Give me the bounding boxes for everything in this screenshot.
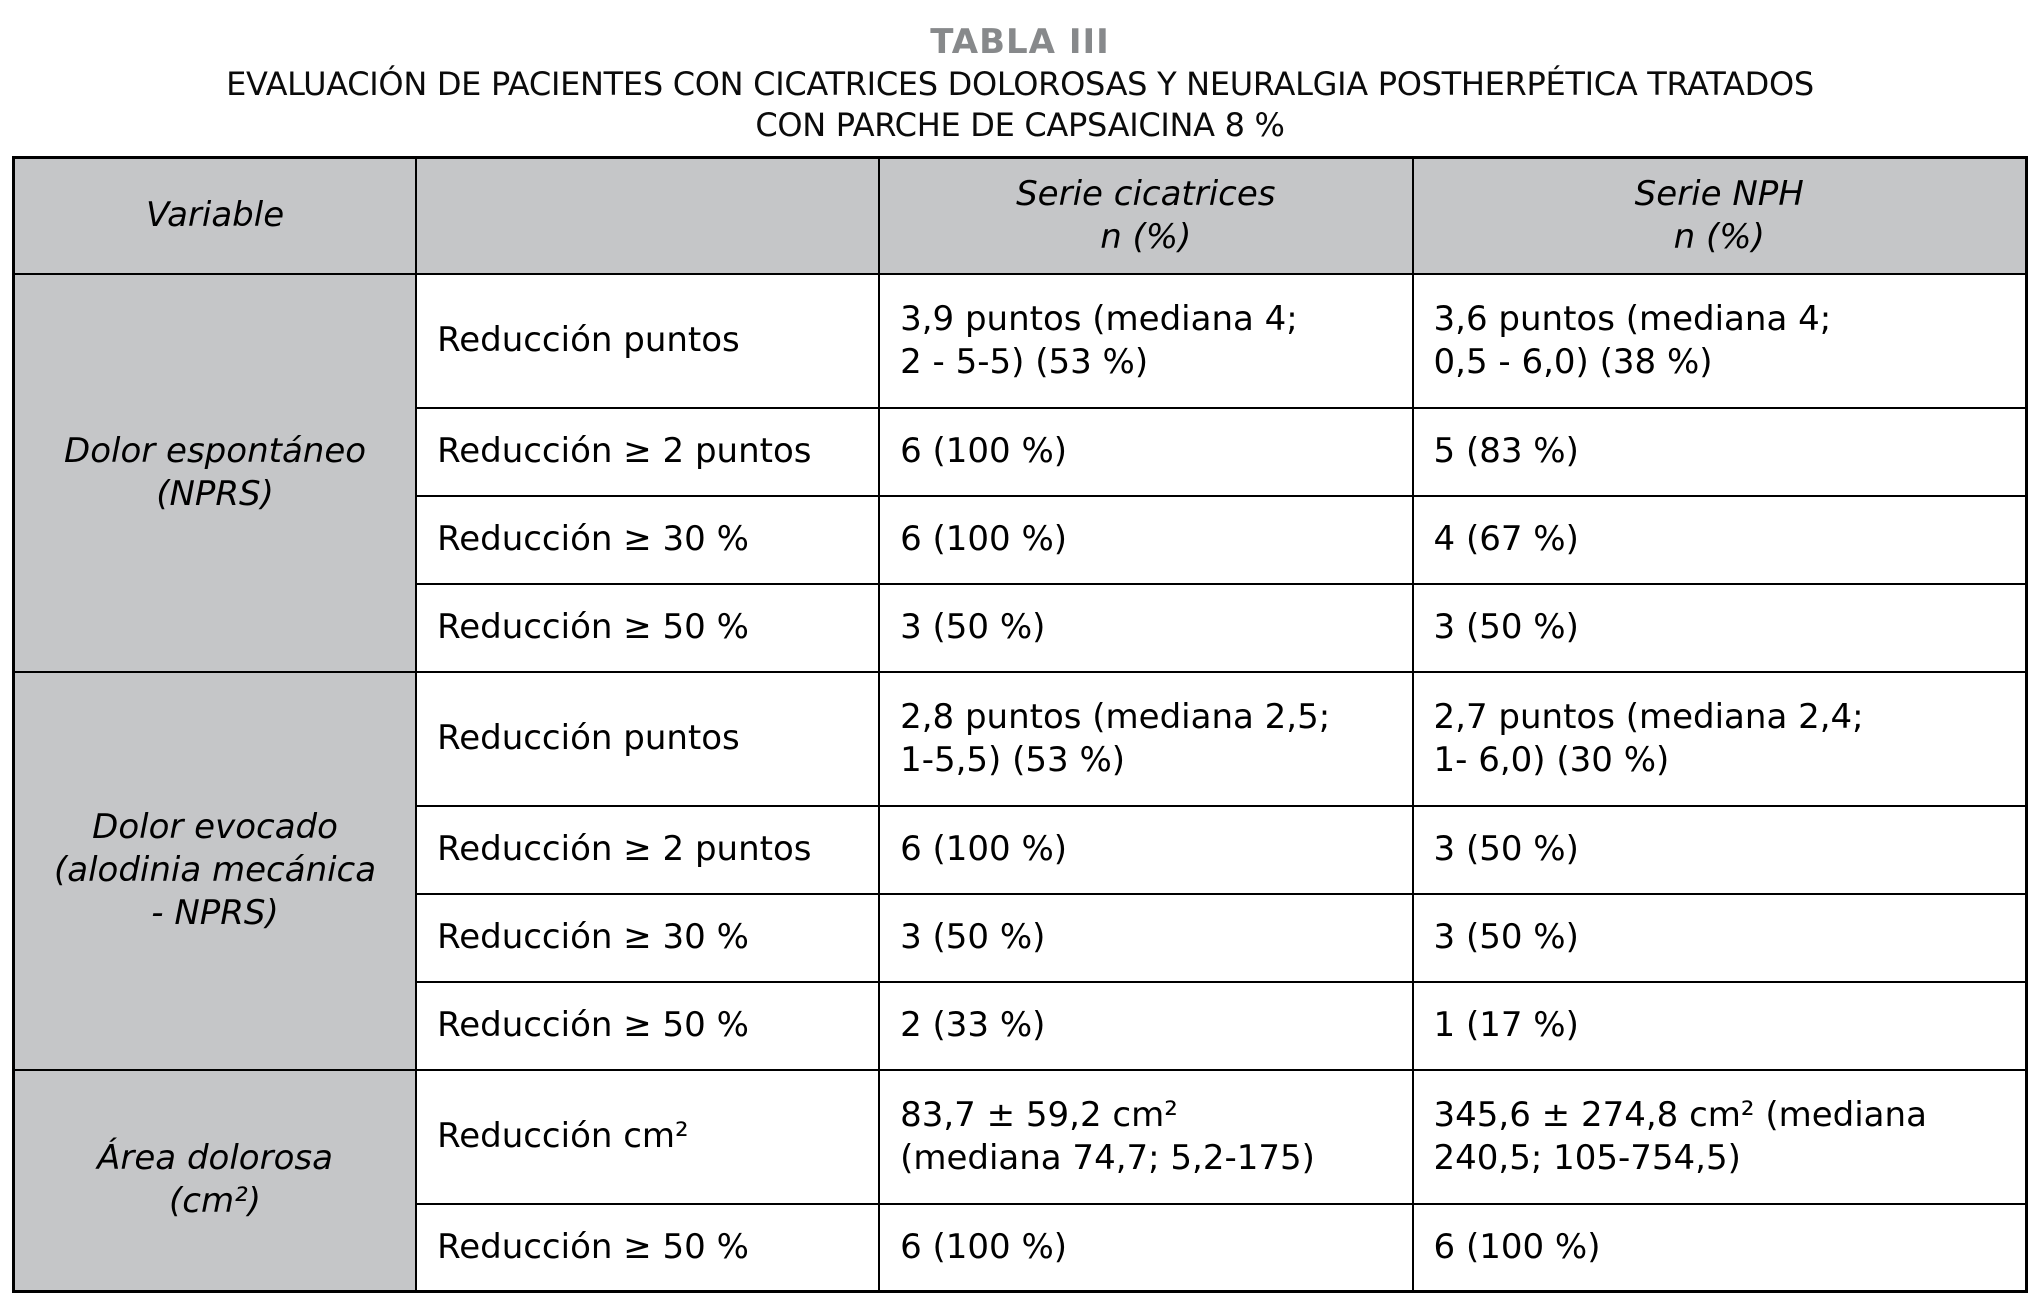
measure-cell: Reducción ≥ 30 % (415, 494, 881, 585)
measure-cell: Reducción ≥ 2 puntos (415, 804, 881, 895)
table-row: Reducción ≥ 50 % 3 (50 %) 3 (50 %) (14, 582, 2028, 673)
measure-cell: Reducción puntos (415, 272, 881, 409)
serie-cicatrices-cell: 6 (100 %) (878, 494, 1414, 585)
serie-nph-cell: 1 (17 %) (1411, 980, 2028, 1071)
serie-cicatrices-cell: 3,9 puntos (mediana 4; 2 - 5-5) (53 %) (878, 272, 1414, 409)
header-variable: Variable (12, 156, 418, 275)
serie-cicatrices-cell: 2 (33 %) (878, 980, 1414, 1071)
serie-nph-cell: 3 (50 %) (1411, 804, 2028, 895)
measure-cell: Reducción ≥ 50 % (415, 1202, 881, 1293)
measure-cell: Reducción ≥ 50 % (415, 980, 881, 1071)
measure-cell: Reducción puntos (415, 670, 881, 807)
serie-cicatrices-cell: 6 (100 %) (878, 406, 1414, 497)
serie-cicatrices-cell: 3 (50 %) (878, 582, 1414, 673)
data-table: Variable Serie cicatrices n (%) Serie NP… (12, 156, 2028, 1293)
serie-cicatrices-cell: 6 (100 %) (878, 804, 1414, 895)
table-row: Dolor espontáneo (NPRS) Reducción puntos… (12, 272, 2028, 673)
group-label-dolor-evocado: Dolor evocado (alodinia mecánica - NPRS) (12, 670, 418, 1071)
table-row: Reducción ≥ 50 % 6 (100 %) 6 (100 %) (14, 1202, 2028, 1293)
table-title-line1: EVALUACIÓN DE PACIENTES CON CICATRICES D… (226, 65, 1814, 103)
table-row: Reducción ≥ 30 % 3 (50 %) 3 (50 %) (14, 892, 2028, 983)
table-title-line2: CON PARCHE DE CAPSAICINA 8 % (755, 106, 1285, 144)
header-serie-nph: Serie NPH n (%) (1411, 156, 2028, 275)
table-row: Reducción ≥ 50 % 2 (33 %) 1 (17 %) (14, 980, 2028, 1071)
serie-cicatrices-cell: 2,8 puntos (mediana 2,5; 1-5,5) (53 %) (878, 670, 1414, 807)
serie-cicatrices-cell: 3 (50 %) (878, 892, 1414, 983)
group-label-dolor-espontaneo: Dolor espontáneo (NPRS) (12, 272, 418, 673)
table-row: Reducción ≥ 30 % 6 (100 %) 4 (67 %) (14, 494, 2028, 585)
table-row: Reducción ≥ 2 puntos 6 (100 %) 5 (83 %) (14, 406, 2028, 497)
table-row: Área dolorosa (cm²) Reducción cm² 83,7 ±… (12, 1068, 2028, 1293)
measure-cell: Reducción ≥ 50 % (415, 582, 881, 673)
serie-cicatrices-cell: 83,7 ± 59,2 cm² (mediana 74,7; 5,2-175) (878, 1068, 1414, 1205)
measure-cell: Reducción ≥ 2 puntos (415, 406, 881, 497)
header-row: Variable Serie cicatrices n (%) Serie NP… (12, 156, 2028, 275)
header-serie-cicatrices: Serie cicatrices n (%) (878, 156, 1414, 275)
table-number: TABLA III (930, 22, 1110, 62)
table-row: Dolor evocado (alodinia mecánica - NPRS)… (12, 670, 2028, 1071)
table-caption: TABLA III EVALUACIÓN DE PACIENTES CON CI… (0, 0, 2040, 146)
serie-nph-cell: 345,6 ± 274,8 cm² (mediana 240,5; 105-75… (1411, 1068, 2028, 1205)
table-row: Reducción ≥ 2 puntos 6 (100 %) 3 (50 %) (14, 804, 2028, 895)
serie-nph-cell: 5 (83 %) (1411, 406, 2028, 497)
serie-nph-cell: 3 (50 %) (1411, 582, 2028, 673)
serie-nph-cell: 3 (50 %) (1411, 892, 2028, 983)
serie-nph-cell: 3,6 puntos (mediana 4; 0,5 - 6,0) (38 %) (1411, 272, 2028, 409)
serie-nph-cell: 2,7 puntos (mediana 2,4; 1- 6,0) (30 %) (1411, 670, 2028, 807)
measure-cell: Reducción cm² (415, 1068, 881, 1205)
group-label-area-dolorosa: Área dolorosa (cm²) (12, 1068, 418, 1293)
serie-cicatrices-cell: 6 (100 %) (878, 1202, 1414, 1293)
serie-nph-cell: 4 (67 %) (1411, 494, 2028, 585)
measure-cell: Reducción ≥ 30 % (415, 892, 881, 983)
serie-nph-cell: 6 (100 %) (1411, 1202, 2028, 1293)
header-empty (415, 156, 881, 275)
